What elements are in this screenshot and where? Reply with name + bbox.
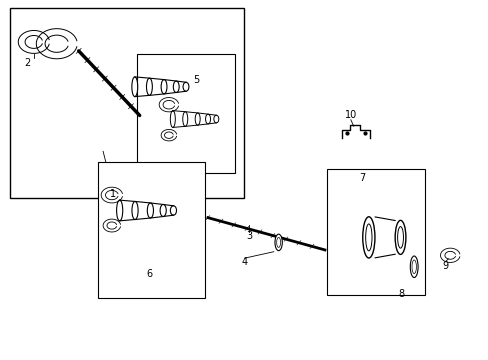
Ellipse shape [213, 115, 218, 123]
Ellipse shape [397, 226, 403, 248]
Text: 8: 8 [398, 289, 404, 299]
Ellipse shape [170, 111, 175, 127]
Ellipse shape [160, 204, 166, 216]
Ellipse shape [183, 112, 187, 126]
Ellipse shape [409, 256, 417, 278]
Text: 2: 2 [24, 58, 31, 68]
Ellipse shape [274, 234, 282, 251]
Text: 10: 10 [344, 111, 356, 121]
Ellipse shape [183, 82, 188, 91]
Text: 3: 3 [246, 231, 252, 240]
Ellipse shape [170, 206, 176, 215]
Bar [10, 8, 244, 198]
Ellipse shape [132, 77, 138, 96]
Ellipse shape [116, 200, 122, 221]
Ellipse shape [205, 114, 210, 124]
Bar [327, 169, 424, 295]
Ellipse shape [146, 78, 152, 95]
Ellipse shape [173, 81, 179, 93]
Ellipse shape [161, 80, 166, 94]
Ellipse shape [365, 224, 371, 251]
Ellipse shape [132, 202, 138, 220]
Text: 6: 6 [146, 269, 152, 279]
Text: 9: 9 [442, 261, 447, 271]
Ellipse shape [394, 220, 405, 255]
Ellipse shape [362, 217, 374, 258]
Ellipse shape [276, 237, 280, 247]
Ellipse shape [411, 260, 415, 274]
Text: 1: 1 [110, 189, 116, 199]
Bar [137, 54, 234, 173]
Bar [98, 162, 205, 298]
Text: 5: 5 [193, 75, 200, 85]
Text: 7: 7 [359, 173, 365, 183]
Ellipse shape [195, 113, 200, 125]
Ellipse shape [147, 203, 153, 218]
Text: 4: 4 [241, 257, 247, 267]
